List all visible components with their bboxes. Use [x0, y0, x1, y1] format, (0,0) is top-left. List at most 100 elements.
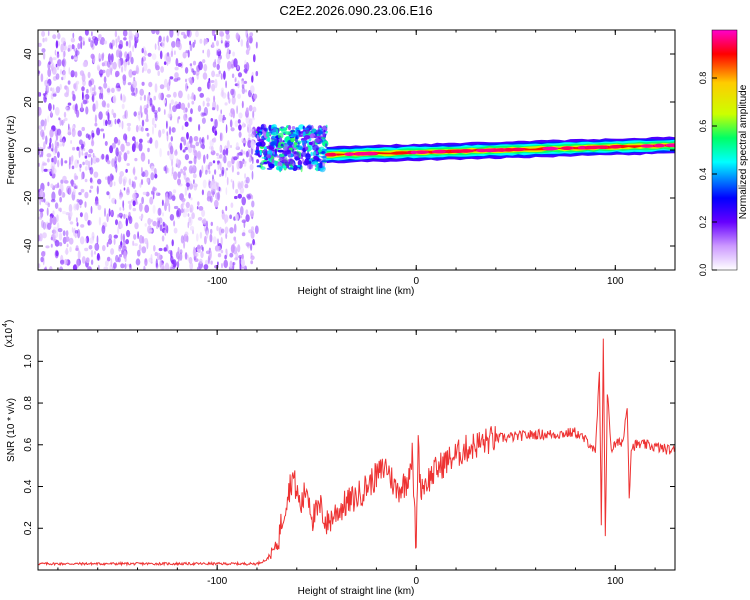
spectrogram-cell [83, 147, 86, 152]
spectrogram-cell [225, 42, 230, 48]
spectrogram-cell [207, 81, 210, 90]
spectrogram-cell [41, 220, 44, 228]
spectrogram-cell [84, 201, 87, 208]
spectrogram-cell [199, 38, 203, 44]
spectrogram-cell [220, 87, 225, 94]
spectrogram-cell [170, 260, 175, 264]
snr-scale-label: (x10 4 ) [2, 320, 15, 348]
spectrogram-cell [40, 73, 44, 83]
spectrogram-cell [184, 231, 189, 237]
spectrogram-cell [54, 49, 57, 56]
spectrogram-cell [210, 228, 213, 235]
spectrogram-cell [192, 70, 196, 76]
spectrogram-cell [71, 127, 76, 138]
spectrogram-cell [220, 73, 223, 80]
spectrogram-cell [225, 33, 230, 40]
spectrogram-cell [181, 125, 184, 131]
spectrogram-cell [171, 239, 174, 247]
spectrogram-cell [101, 153, 105, 160]
spectrogram-cell [205, 97, 211, 102]
spectrogram-cell [292, 164, 298, 171]
spectrogram-cell [77, 250, 81, 260]
spectrogram-cell [232, 51, 236, 57]
spectrogram-cell [110, 248, 115, 255]
spectrogram-cell [182, 51, 187, 59]
spectrogram-cell [128, 178, 132, 186]
spectrogram-cell [85, 237, 88, 244]
spectrogram-cell [215, 152, 219, 157]
spectrogram-cell [68, 123, 70, 131]
spectrogram-cell [191, 100, 195, 105]
spectrogram-cell [92, 155, 97, 164]
spectrogram-cell [195, 30, 199, 38]
spectrogram-cell [277, 132, 284, 139]
spectrogram-peak [560, 146, 573, 150]
spectrogram-cell [185, 208, 190, 213]
spectrogram-cell [199, 231, 203, 239]
spectrogram-cell [90, 205, 93, 214]
spectrogram-cell [79, 163, 82, 168]
spectrogram-cell [55, 86, 61, 94]
snr-scale-close: ) [4, 320, 15, 323]
spectrogram-cell [122, 74, 127, 82]
spectrogram-cell [224, 254, 227, 260]
spectrogram-cell [104, 141, 108, 146]
spectrogram-cell [90, 40, 94, 48]
spectrogram-cell [272, 126, 278, 129]
y-tick-label: 0 [23, 147, 34, 153]
spectrogram-cell [170, 136, 173, 142]
spectrogram-cell [225, 124, 228, 134]
spectrogram-cell [221, 263, 223, 269]
spectrogram-cell [125, 58, 128, 63]
spectrogram-cell [72, 188, 76, 195]
spectrogram-cell [230, 179, 233, 183]
spectrogram-cell [233, 223, 237, 233]
spectrogram-peak [640, 144, 654, 148]
spectrogram-cell [52, 57, 57, 61]
spectrogram-cell [95, 100, 99, 110]
spectrogram-cell [165, 196, 170, 207]
spectrogram-cell [74, 233, 77, 239]
spectrogram-cell [94, 242, 100, 251]
spectrogram-cell [98, 34, 102, 39]
spectrogram-cell [238, 112, 243, 119]
spectrogram-cell [204, 235, 207, 245]
spectrogram-cell [141, 81, 145, 86]
spectrogram-cell [78, 199, 83, 206]
spectrogram-cell [276, 146, 284, 149]
spectrogram-cell [161, 235, 165, 242]
spectrogram-cell [119, 254, 122, 258]
spectrogram-cell [244, 173, 247, 179]
spectrogram-cell [157, 40, 160, 47]
spectrogram-cell [154, 113, 158, 122]
spectrogram-cell [75, 80, 80, 85]
spectrogram-cell [250, 85, 255, 94]
spectrogram-cell [239, 256, 242, 267]
spectrogram-cell [54, 106, 60, 116]
spectrogram-cell [169, 145, 174, 155]
spectrogram-cell [149, 137, 153, 144]
spectrogram-cell [171, 172, 174, 177]
colorbar-tick-label: 0.0 [698, 264, 708, 277]
spectrogram-cell [207, 164, 211, 170]
x-tick-label: -100 [207, 276, 227, 287]
spectrogram-cell [147, 229, 153, 233]
spectrogram-cell [69, 210, 73, 218]
spectrogram-cell [157, 107, 161, 112]
spectrogram-cell [264, 128, 267, 132]
spectrogram-cell [50, 243, 53, 248]
spectrogram-cell [240, 206, 244, 216]
spectrogram-cell [38, 107, 42, 116]
spectrogram-cell [221, 152, 224, 162]
spectrogram-cell [243, 64, 248, 69]
spectrogram-cell [185, 201, 190, 209]
spectrogram-cell [141, 69, 144, 73]
spectrogram-cell [238, 152, 243, 156]
spectrogram-cell [173, 78, 179, 82]
spectrogram-cell [234, 195, 238, 200]
spectrogram-cell [150, 165, 155, 172]
spectrogram-cell [177, 171, 181, 179]
spectrogram-cell [124, 255, 127, 263]
spectrogram-cell [230, 64, 234, 69]
spectrogram-cell [139, 88, 144, 96]
